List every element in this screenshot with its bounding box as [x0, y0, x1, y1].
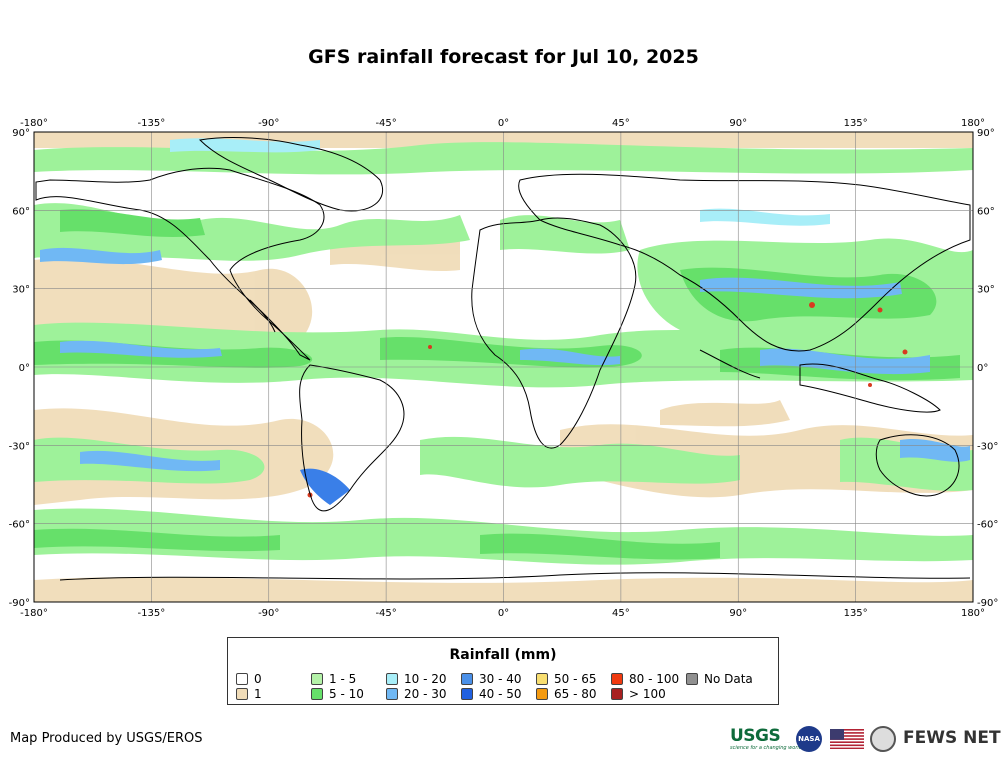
- lat-tick-right: 30°: [977, 285, 995, 296]
- legend-swatch: [311, 673, 323, 685]
- agency-logos: USGS science for a changing world NASA F…: [730, 724, 1001, 754]
- legend-swatch: [311, 688, 323, 700]
- lon-tick-bottom: -45°: [375, 608, 396, 619]
- lat-tick-left: 0°: [19, 363, 30, 374]
- lon-tick-bottom: 90°: [729, 608, 747, 619]
- legend-swatch: [461, 673, 473, 685]
- nasa-logo: NASA: [796, 726, 822, 752]
- rainfall-map-svg: -180° -180° -135° -135° -90° -90° -45° -45° 0° 0°…: [9, 118, 999, 619]
- world-map: -180° -180° -135° -135° -90° -90° -45° -45° 0° 0°…: [0, 110, 1007, 630]
- tick-labels: -180° -180° -135° -135° -90° -90° -45° -45° 0° 0°…: [9, 118, 999, 619]
- legend-label: 1: [254, 687, 262, 701]
- lon-tick-top: -45°: [375, 118, 396, 129]
- legend-swatch: [611, 688, 623, 700]
- lat-tick-left: 60°: [12, 206, 30, 217]
- legend-label: No Data: [704, 672, 753, 686]
- state-department-seal-icon: [870, 726, 896, 752]
- legend-label: 80 - 100: [629, 672, 680, 686]
- lat-tick-right: -30°: [977, 441, 998, 452]
- lat-tick-right: -90°: [977, 598, 998, 609]
- legend-swatch: [236, 673, 248, 685]
- legend-label: > 100: [629, 687, 666, 701]
- lon-tick-bottom: -90°: [258, 608, 279, 619]
- legend-swatch: [236, 688, 248, 700]
- lon-tick-top: 90°: [729, 118, 747, 129]
- legend-label: 0: [254, 672, 262, 686]
- legend-title: Rainfall (mm): [449, 647, 557, 663]
- lat-tick-left: 90°: [12, 128, 30, 139]
- credit-text: Map Produced by USGS/EROS: [10, 731, 203, 746]
- us-flag-icon: [830, 729, 864, 749]
- lon-tick-top: 0°: [498, 118, 509, 129]
- lat-tick-right: 90°: [977, 128, 995, 139]
- lon-tick-bottom: -135°: [138, 608, 166, 619]
- legend-label: 10 - 20: [404, 672, 447, 686]
- legend-swatch: [461, 688, 473, 700]
- legend-swatch: [536, 673, 548, 685]
- lat-tick-right: 60°: [977, 206, 995, 217]
- usgs-tagline: science for a changing world: [730, 745, 802, 751]
- legend-swatch: [611, 673, 623, 685]
- legend-swatch: [536, 688, 548, 700]
- lon-tick-top: -90°: [258, 118, 279, 129]
- rain-extreme-spots: [307, 302, 908, 498]
- legend-swatch: [386, 673, 398, 685]
- lon-tick-bottom: 0°: [498, 608, 509, 619]
- map-title: GFS rainfall forecast for Jul 10, 2025: [308, 46, 699, 68]
- lat-tick-left: -60°: [9, 520, 30, 531]
- lon-tick-bottom: 135°: [844, 608, 868, 619]
- lon-tick-top: -180°: [20, 118, 48, 129]
- country-boundaries: [35, 137, 971, 581]
- lat-tick-right: -60°: [977, 520, 998, 531]
- lat-tick-right: 0°: [977, 363, 988, 374]
- legend-label: 30 - 40: [479, 672, 522, 686]
- legend-label: 65 - 80: [554, 687, 597, 701]
- lon-tick-top: 180°: [961, 118, 985, 129]
- map-frame: [33, 131, 974, 603]
- lat-tick-left: 30°: [12, 285, 30, 296]
- legend-label: 5 - 10: [329, 687, 364, 701]
- lon-tick-top: 45°: [612, 118, 630, 129]
- legend-label: 40 - 50: [479, 687, 522, 701]
- graticule: [33, 131, 974, 603]
- lat-tick-left: -30°: [9, 441, 30, 452]
- legend-swatch: [386, 688, 398, 700]
- legend-label: 1 - 5: [329, 672, 357, 686]
- legend-swatch: [686, 673, 698, 685]
- legend-label: 20 - 30: [404, 687, 447, 701]
- lon-tick-bottom: -180°: [20, 608, 48, 619]
- lon-tick-bottom: 180°: [961, 608, 985, 619]
- lon-tick-top: 135°: [844, 118, 868, 129]
- lat-tick-left: -90°: [9, 598, 30, 609]
- legend-label: 50 - 65: [554, 672, 597, 686]
- usgs-logo: USGS: [730, 726, 781, 746]
- lon-tick-top: -135°: [138, 118, 166, 129]
- lon-tick-bottom: 45°: [612, 608, 630, 619]
- fews-net-logo: FEWS NET: [903, 728, 1001, 748]
